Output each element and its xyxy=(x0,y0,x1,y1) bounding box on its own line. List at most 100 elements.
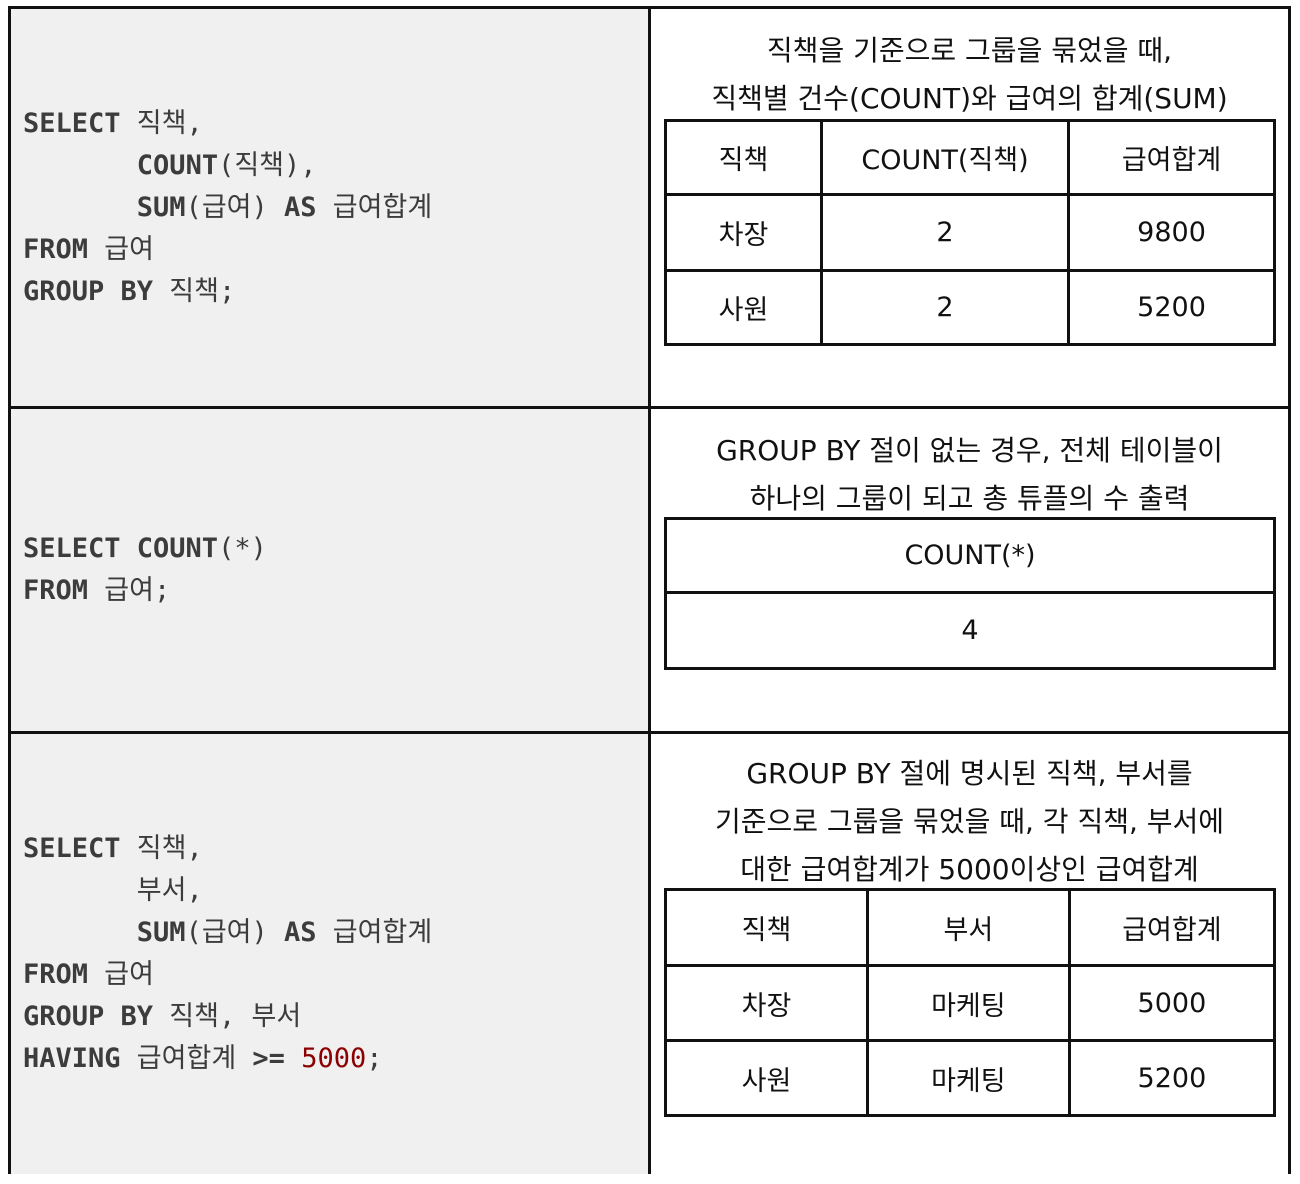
header-cell: COUNT(직책) xyxy=(819,119,1071,196)
table-cell: 마케팅 xyxy=(865,964,1071,1042)
table-row: 차장 마케팅 5000 xyxy=(664,964,1277,1042)
result-table: 직책 COUNT(직책) 급여합계 차장 2 9800 사원 2 5200 xyxy=(664,119,1276,346)
sql-text: 부서, xyxy=(23,875,203,906)
sql-text: 직책, xyxy=(120,833,203,864)
sql-text: 급여합계 xyxy=(316,917,433,948)
caption-line: 대한 급여합계가 5000이상인 급여합계 xyxy=(740,853,1199,886)
sql-text: ; xyxy=(366,1043,383,1074)
sql-keyword: FROM xyxy=(23,234,89,265)
sql-keyword: SELECT xyxy=(23,833,121,864)
table-header-row: COUNT(*) xyxy=(664,517,1276,594)
sql-line: GROUP BY 직책; xyxy=(23,271,432,313)
sql-line: FROM 급여 xyxy=(23,229,432,271)
sql-text: 직책, xyxy=(120,108,203,139)
sql-line: COUNT(직책), xyxy=(23,145,432,187)
table-cell: 9800 xyxy=(1067,193,1276,272)
sql-line: 부서, xyxy=(23,870,432,912)
table-cell: 2 xyxy=(819,193,1071,272)
caption-line: GROUP BY 절에 명시된 직책, 부서를 xyxy=(746,757,1193,790)
table-cell: 사원 xyxy=(664,269,823,346)
header-cell: 직책 xyxy=(664,119,823,196)
header-cell: 급여합계 xyxy=(1067,119,1276,196)
table-row: 사원 2 5200 xyxy=(664,269,1276,346)
sql-text: 급여합계 xyxy=(120,1043,253,1074)
sql-panel: SELECT 직책, 부서, SUM(급여) AS 급여합계 FROM 급여 GRO… xyxy=(11,734,651,1174)
sql-text xyxy=(23,917,137,948)
sql-keyword: GROUP BY xyxy=(23,1001,154,1032)
sql-text xyxy=(23,192,137,223)
sql-text: 급여; xyxy=(88,575,171,606)
sql-keyword: SUM xyxy=(136,192,186,223)
header-cell: 직책 xyxy=(664,888,869,967)
sql-keyword: SUM xyxy=(136,917,186,948)
result-table: 직책 부서 급여합계 차장 마케팅 5000 사원 마케팅 5200 xyxy=(664,888,1277,1117)
result-panel: 직책을 기준으로 그룹을 묶었을 때, 직책별 건수(COUNT)와 급여의 합… xyxy=(651,9,1288,406)
table-cell: 마케팅 xyxy=(865,1039,1071,1117)
table-cell: 차장 xyxy=(664,964,869,1042)
table-cell: 2 xyxy=(819,269,1071,346)
sql-code: SELECT 직책, COUNT(직책), SUM(급여) AS 급여합계 FRO… xyxy=(23,103,432,313)
sql-keyword: AS xyxy=(284,917,317,948)
table-cell: 사원 xyxy=(664,1039,869,1117)
sql-keyword: FROM xyxy=(23,575,89,606)
sql-text: (급여) xyxy=(185,917,285,948)
sql-keyword: COUNT xyxy=(136,150,219,181)
sql-keyword: GROUP BY xyxy=(23,276,154,307)
sql-keyword: FROM xyxy=(23,959,89,990)
sql-line: SELECT 직책, xyxy=(23,828,432,870)
caption-line: 직책을 기준으로 그룹을 묶었을 때, xyxy=(766,34,1173,67)
sql-text: 직책; xyxy=(153,276,236,307)
result-caption: GROUP BY 절에 명시된 직책, 부서를 기준으로 그룹을 묶었을 때, … xyxy=(651,750,1288,894)
sql-text: (*) xyxy=(218,533,267,564)
sql-number: 5000 xyxy=(301,1043,367,1074)
sql-line: SUM(급여) AS 급여합계 xyxy=(23,187,432,229)
sql-line: SELECT 직책, xyxy=(23,103,432,145)
table-cell: 5200 xyxy=(1067,1039,1277,1117)
sql-keyword: HAVING xyxy=(23,1043,121,1074)
section-group-by-job: SELECT 직책, COUNT(직책), SUM(급여) AS 급여합계 FRO… xyxy=(11,9,1288,409)
sql-line: SUM(급여) AS 급여합계 xyxy=(23,912,432,954)
sql-line: HAVING 급여합계 >= 5000; xyxy=(23,1038,432,1080)
sql-line: GROUP BY 직책, 부서 xyxy=(23,996,432,1038)
caption-line: 하나의 그룹이 되고 총 튜플의 수 출력 xyxy=(749,482,1190,515)
table-row: 4 xyxy=(664,591,1276,670)
sql-text: 직책, 부서 xyxy=(153,1001,302,1032)
result-caption: GROUP BY 절이 없는 경우, 전체 테이블이 하나의 그룹이 되고 총 … xyxy=(651,427,1288,523)
result-caption: 직책을 기준으로 그룹을 묶었을 때, 직책별 건수(COUNT)와 급여의 합… xyxy=(651,27,1288,123)
sql-panel: SELECT COUNT(*) FROM 급여; xyxy=(11,409,651,731)
table-header-row: 직책 COUNT(직책) 급여합계 xyxy=(664,119,1276,196)
sql-keyword: SELECT COUNT xyxy=(23,533,219,564)
sql-code: SELECT 직책, 부서, SUM(급여) AS 급여합계 FROM 급여 GRO… xyxy=(23,828,432,1080)
sql-line: SELECT COUNT(*) xyxy=(23,528,267,570)
sql-panel: SELECT 직책, COUNT(직책), SUM(급여) AS 급여합계 FRO… xyxy=(11,9,651,406)
table-cell: 5000 xyxy=(1067,964,1277,1042)
caption-line: GROUP BY 절이 없는 경우, 전체 테이블이 xyxy=(716,434,1223,467)
header-cell: COUNT(*) xyxy=(664,517,1276,594)
caption-line: 기준으로 그룹을 묶었을 때, 각 직책, 부서에 xyxy=(714,805,1225,838)
sql-text: (급여) xyxy=(185,192,285,223)
sql-text: 급여 xyxy=(88,959,154,990)
comparison-grid: SELECT 직책, COUNT(직책), SUM(급여) AS 급여합계 FRO… xyxy=(8,6,1291,1174)
sql-text xyxy=(285,1043,301,1074)
table-row: 차장 2 9800 xyxy=(664,193,1276,272)
result-table: COUNT(*) 4 xyxy=(664,517,1276,670)
table-cell: 5200 xyxy=(1067,269,1276,346)
sql-text xyxy=(23,150,137,181)
table-cell: 차장 xyxy=(664,193,823,272)
sql-line: FROM 급여; xyxy=(23,570,267,612)
caption-line: 직책별 건수(COUNT)와 급여의 합계(SUM) xyxy=(711,82,1228,115)
sql-text: 급여합계 xyxy=(316,192,433,223)
header-cell: 급여합계 xyxy=(1067,888,1277,967)
sql-line: FROM 급여 xyxy=(23,954,432,996)
sql-keyword: SELECT xyxy=(23,108,121,139)
result-panel: GROUP BY 절에 명시된 직책, 부서를 기준으로 그룹을 묶었을 때, … xyxy=(651,734,1288,1174)
table-header-row: 직책 부서 급여합계 xyxy=(664,888,1277,967)
section-group-by-having: SELECT 직책, 부서, SUM(급여) AS 급여합계 FROM 급여 GRO… xyxy=(11,734,1288,1174)
table-cell: 4 xyxy=(664,591,1276,670)
table-row: 사원 마케팅 5200 xyxy=(664,1039,1277,1117)
sql-keyword: >= xyxy=(252,1043,285,1074)
result-panel: GROUP BY 절이 없는 경우, 전체 테이블이 하나의 그룹이 되고 총 … xyxy=(651,409,1288,731)
sql-text: 급여 xyxy=(88,234,154,265)
header-cell: 부서 xyxy=(865,888,1071,967)
sql-text: (직책), xyxy=(218,150,317,181)
